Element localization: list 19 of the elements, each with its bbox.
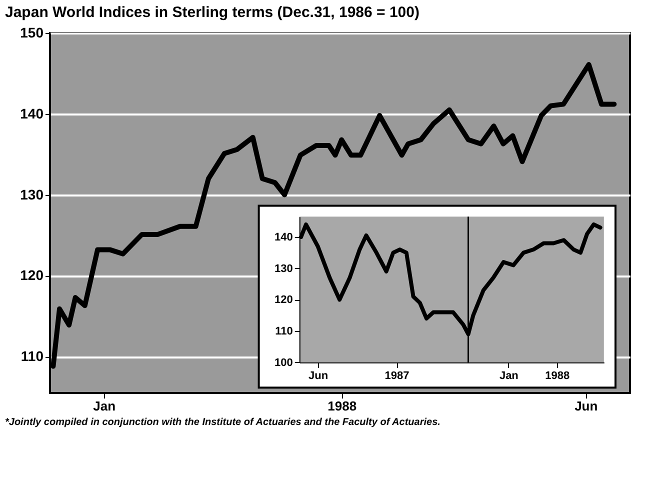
x-tick-label: Jan xyxy=(93,398,116,414)
y-tick-label: 130 xyxy=(20,186,44,202)
y-tick-label: 120 xyxy=(274,294,293,306)
text: *Jointly compiled in conjunction with the Institute of Actuaries and the Faculty of Actuaries. xyxy=(5,417,440,428)
y-tick-label: 110 xyxy=(20,348,44,364)
x-tick-label: 1988 xyxy=(545,370,570,382)
x-tick-label: 1987 xyxy=(384,370,410,382)
y-tick-label: 140 xyxy=(274,231,293,244)
y-tick-label: 150 xyxy=(20,24,44,40)
y-tick-label: 130 xyxy=(274,262,293,275)
chart-title: Japan World Indices in Sterling terms (Dec.31, 1986 = 100) xyxy=(5,4,420,21)
y-tick-label: 110 xyxy=(275,326,293,338)
y-tick-label: 140 xyxy=(20,105,44,122)
x-tick-label: 1988 xyxy=(328,398,357,414)
x-tick-label: Jun xyxy=(308,370,328,382)
y-tick-label: 120 xyxy=(20,267,44,284)
x-tick-label: Jun xyxy=(574,398,598,414)
y-tick-label: 100 xyxy=(274,356,293,369)
x-tick-label: Jan xyxy=(499,370,519,382)
